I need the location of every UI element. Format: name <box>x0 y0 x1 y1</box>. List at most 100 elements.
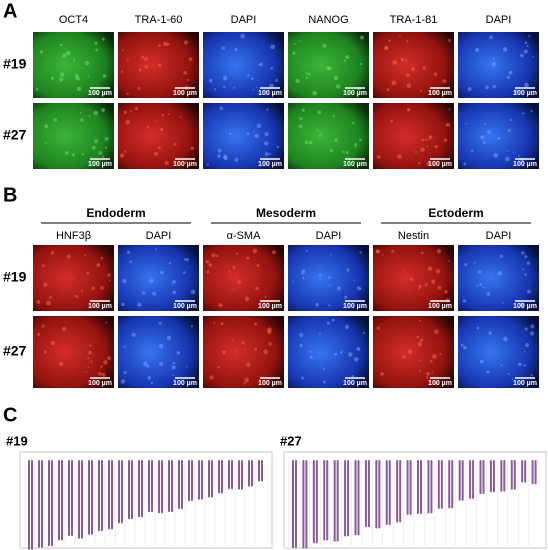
scale-bar-label: 100 µm <box>258 380 282 387</box>
cell <box>397 154 402 159</box>
cell <box>264 141 269 146</box>
cell <box>318 273 322 277</box>
cell <box>392 60 398 65</box>
chromosome <box>238 460 240 490</box>
cell <box>292 280 294 283</box>
cell <box>152 291 157 296</box>
chromosome <box>406 460 409 516</box>
cell <box>419 319 422 322</box>
cell <box>183 40 189 45</box>
image-signal <box>288 316 369 388</box>
cell <box>414 150 418 154</box>
cell <box>94 139 99 144</box>
cell <box>53 118 58 122</box>
cell <box>107 356 111 360</box>
chromosome <box>367 460 370 528</box>
cell <box>220 322 224 325</box>
panel-label: C <box>3 404 17 426</box>
cell <box>420 147 425 152</box>
cell <box>331 318 335 322</box>
cell <box>268 342 272 346</box>
cell <box>322 43 327 48</box>
micrograph: 100 µm <box>118 316 199 388</box>
cell <box>160 270 164 275</box>
cell <box>382 253 384 256</box>
cell <box>119 153 125 158</box>
micrograph: 100 µm <box>203 103 284 169</box>
micrograph: 100 µm <box>373 32 454 98</box>
row-label: #19 <box>3 56 27 72</box>
cell <box>141 291 146 295</box>
cell <box>94 41 98 45</box>
cell <box>190 289 196 295</box>
scale-bar-label: 100 µm <box>513 303 537 310</box>
cell <box>329 148 333 153</box>
chromosome <box>191 460 193 502</box>
cell <box>221 46 225 50</box>
cell <box>120 70 124 73</box>
cell <box>259 62 264 67</box>
cell <box>300 270 305 275</box>
cell <box>530 110 533 113</box>
cell <box>523 364 526 367</box>
cell <box>158 343 164 349</box>
cell <box>506 150 509 152</box>
cell <box>154 151 159 156</box>
cell <box>59 361 64 366</box>
cell <box>232 265 236 269</box>
cell <box>75 294 79 298</box>
chromosome <box>151 460 153 513</box>
cell <box>460 343 464 347</box>
column-label: DAPI <box>231 14 257 26</box>
image-signal <box>458 316 539 388</box>
image-signal <box>288 103 369 169</box>
cell <box>389 119 393 123</box>
cell <box>138 68 142 72</box>
cell <box>328 276 331 279</box>
karyogram <box>19 451 273 550</box>
cell <box>486 292 491 296</box>
cell <box>59 77 64 82</box>
cell <box>105 321 108 324</box>
cell <box>243 382 246 385</box>
cell <box>126 58 129 61</box>
cell <box>246 132 250 136</box>
cell <box>126 250 131 255</box>
cell <box>406 83 412 88</box>
cell <box>518 362 522 367</box>
cell <box>44 142 47 145</box>
chromosome <box>357 460 360 536</box>
chromosome <box>344 460 347 537</box>
chromosome <box>315 460 318 544</box>
scale-bar-label: 100 µm <box>88 303 112 310</box>
cell <box>184 161 187 164</box>
chromosome <box>158 460 160 514</box>
cell <box>328 284 331 287</box>
chromosome <box>500 460 503 492</box>
cell <box>437 285 442 290</box>
column-label: DAPI <box>316 230 342 242</box>
chromosome <box>98 460 100 532</box>
cell <box>143 361 148 366</box>
cell <box>172 374 175 377</box>
cell <box>137 302 142 307</box>
cell <box>237 280 242 284</box>
cell <box>479 359 484 364</box>
cell <box>464 262 468 267</box>
cell <box>161 113 165 117</box>
cell <box>85 370 87 373</box>
micrograph: 100 µm <box>33 245 114 311</box>
chromosome <box>108 460 110 530</box>
scale-bar-label: 100 µm <box>173 380 197 387</box>
cell <box>508 70 513 75</box>
chromosome <box>312 460 315 544</box>
cell <box>530 374 533 377</box>
cell <box>420 89 423 92</box>
cell <box>444 290 448 294</box>
cell <box>411 66 416 71</box>
cell <box>155 248 158 251</box>
cell <box>41 324 45 328</box>
cell <box>406 108 411 112</box>
cell <box>72 153 76 157</box>
